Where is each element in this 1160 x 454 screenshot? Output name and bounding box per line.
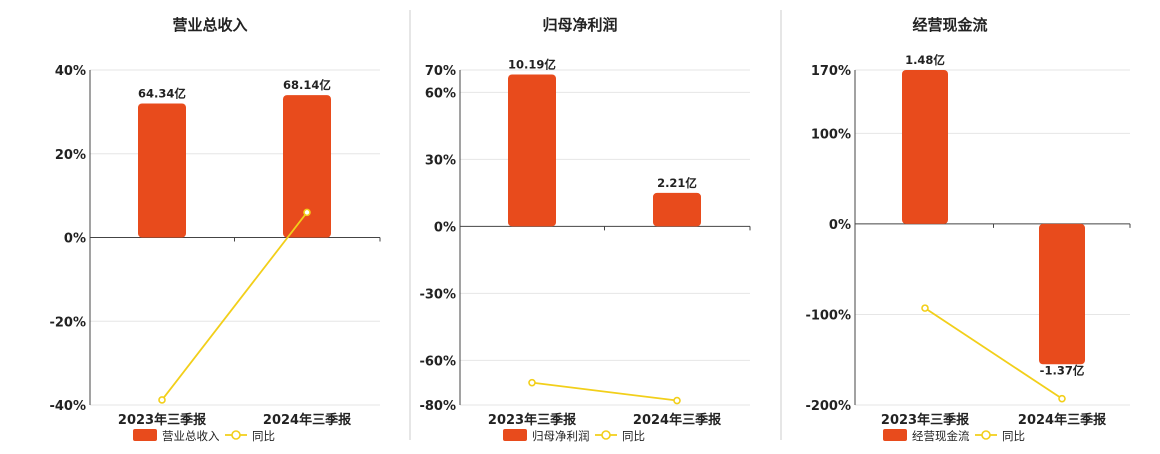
y-tick-label: 0% — [434, 220, 456, 235]
bar-data-label: 10.19亿 — [508, 57, 556, 71]
yoy-point — [303, 208, 311, 217]
x-category-label: 2023年三季报 — [881, 412, 970, 428]
yoy-line — [924, 307, 1063, 400]
chart-panel-2: 归母净利润 70% 60% 30% 0% -30% -60% -80% 10.19亿 2.21亿 2… — [419, 16, 751, 443]
legend-bar-swatch — [883, 429, 907, 441]
yoy-line — [531, 381, 678, 402]
bar — [283, 95, 331, 238]
legend-bar-label: 归母净利润 — [532, 429, 590, 443]
y-tick-label: -60% — [419, 354, 456, 369]
y-tick-label: -20% — [49, 315, 86, 330]
legend-bar-swatch — [503, 429, 527, 441]
chart-panel-3: 经营现金流 170% 100% 0% -100% -200% 1.48亿 -1.37亿 2023… — [805, 16, 1131, 443]
yoy-point — [921, 304, 929, 312]
legend-line-marker — [601, 430, 611, 440]
yoy-point — [528, 378, 536, 387]
y-tick-label: 60% — [425, 86, 456, 101]
legend-line-marker — [231, 430, 241, 440]
y-tick-label: 100% — [811, 127, 851, 142]
y-tick-label: 30% — [425, 153, 456, 168]
bar-data-label: 2.21亿 — [657, 176, 697, 190]
legend-line-label: 同比 — [252, 429, 275, 443]
yoy-point — [673, 396, 681, 405]
y-tick-label: 20% — [55, 148, 86, 163]
y-tick-label: -30% — [419, 287, 456, 302]
bar-data-label: -1.37亿 — [1040, 363, 1085, 377]
yoy-point — [158, 396, 166, 404]
bar — [1039, 223, 1085, 365]
chart-title: 归母净利润 — [542, 16, 617, 34]
bar-data-label: 1.48亿 — [905, 53, 945, 67]
y-tick-label: 0% — [64, 232, 86, 247]
y-tick-label: -100% — [805, 308, 851, 323]
x-category-label: 2024年三季报 — [633, 412, 722, 428]
y-tick-label: 0% — [829, 218, 851, 233]
x-category-label: 2024年三季报 — [263, 412, 352, 428]
y-tick-label: -40% — [49, 399, 86, 414]
bar — [902, 70, 948, 224]
chart-title: 经营现金流 — [912, 16, 987, 34]
legend-bar-label: 营业总收入 — [162, 429, 220, 443]
bar-data-label: 68.14亿 — [283, 78, 331, 92]
chart-panel-1: 营业总收入 40% 20% 0% -20% -40% 64.34亿 68.14亿 2023年三季… — [49, 16, 381, 443]
x-category-label: 2023年三季报 — [118, 412, 207, 428]
x-category-label: 2023年三季报 — [488, 412, 577, 428]
legend-bar-swatch — [133, 429, 157, 441]
bar — [508, 74, 556, 227]
legend-line-label: 同比 — [622, 429, 645, 443]
chart-title: 营业总收入 — [172, 16, 247, 34]
bar-data-label: 64.34亿 — [138, 87, 186, 101]
legend-bar-label: 经营现金流 — [912, 429, 970, 443]
bar — [653, 192, 701, 227]
yoy-point — [1058, 394, 1066, 403]
x-category-label: 2024年三季报 — [1018, 412, 1107, 428]
y-tick-label: -200% — [805, 399, 851, 414]
bar — [138, 103, 186, 238]
y-tick-label: 70% — [425, 64, 456, 79]
y-tick-label: -80% — [419, 399, 456, 414]
legend-line-label: 同比 — [1002, 429, 1025, 443]
y-tick-label: 170% — [811, 64, 851, 79]
legend-line-marker — [981, 430, 991, 440]
yoy-line — [161, 211, 308, 401]
y-tick-label: 40% — [55, 64, 86, 79]
